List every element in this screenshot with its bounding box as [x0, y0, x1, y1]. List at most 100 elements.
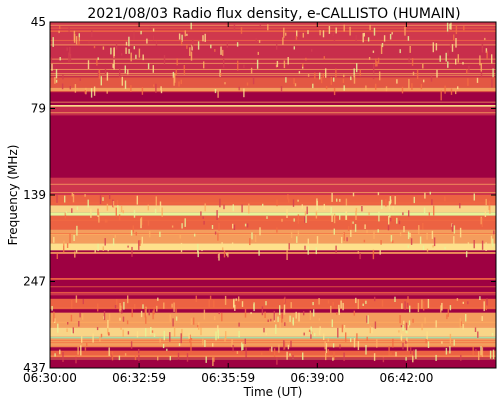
burst-speck — [481, 316, 483, 321]
burst-speck — [188, 333, 190, 339]
burst-speck — [492, 238, 494, 247]
burst-speck — [422, 63, 424, 69]
burst-speck — [357, 341, 360, 351]
burst-speck — [354, 224, 357, 232]
burst-speck — [121, 53, 123, 56]
burst-speck — [175, 308, 177, 313]
burst-speck — [279, 305, 281, 315]
burst-speck — [478, 351, 480, 361]
frequency-band — [50, 291, 496, 296]
frequency-band — [50, 336, 496, 339]
burst-speck — [489, 205, 491, 214]
burst-speck — [389, 34, 392, 40]
burst-speck — [376, 338, 378, 348]
burst-speck — [353, 68, 355, 78]
burst-speck — [69, 53, 72, 62]
burst-speck — [65, 211, 67, 215]
frequency-band — [50, 243, 496, 251]
burst-speck — [359, 253, 361, 260]
burst-speck — [407, 325, 410, 328]
burst-speck — [481, 347, 484, 357]
burst-speck — [117, 205, 119, 214]
burst-speck — [467, 242, 470, 247]
burst-speck — [197, 41, 200, 50]
burst-speck — [281, 313, 283, 323]
burst-speck — [57, 323, 59, 333]
burst-speck — [279, 317, 281, 328]
burst-speck — [491, 78, 493, 88]
burst-speck — [343, 232, 345, 241]
burst-speck — [390, 218, 392, 222]
burst-speck — [233, 298, 235, 307]
burst-speck — [390, 235, 393, 242]
burst-speck — [375, 83, 377, 90]
burst-speck — [355, 210, 357, 220]
burst-speck — [369, 24, 371, 31]
burst-speck — [307, 246, 309, 255]
burst-speck — [222, 49, 224, 56]
burst-speck — [212, 243, 214, 247]
burst-speck — [371, 327, 373, 334]
burst-speck — [473, 240, 475, 249]
burst-speck — [189, 334, 191, 343]
burst-speck — [132, 225, 134, 233]
burst-speck — [214, 89, 217, 94]
burst-speck — [68, 52, 70, 62]
burst-speck — [112, 64, 114, 68]
burst-speck — [474, 327, 477, 332]
burst-speck — [396, 217, 398, 224]
burst-speck — [399, 49, 401, 54]
thin-band — [50, 345, 496, 347]
burst-speck — [483, 301, 485, 312]
burst-speck — [120, 205, 123, 212]
burst-speck — [287, 194, 289, 200]
burst-speck — [62, 352, 64, 362]
burst-speck — [459, 203, 461, 209]
burst-speck — [462, 301, 464, 304]
burst-speck — [353, 338, 356, 348]
burst-speck — [175, 316, 178, 321]
burst-speck — [373, 64, 375, 74]
burst-speck — [221, 242, 223, 246]
burst-speck — [339, 215, 341, 220]
burst-speck — [77, 346, 79, 355]
burst-speck — [130, 85, 132, 92]
burst-speck — [413, 196, 415, 204]
burst-speck — [435, 43, 438, 51]
burst-speck — [181, 223, 183, 229]
burst-speck — [481, 218, 483, 228]
burst-speck — [172, 318, 174, 327]
burst-speck — [426, 331, 428, 340]
burst-speck — [453, 236, 455, 246]
burst-speck — [100, 76, 102, 86]
burst-speck — [216, 210, 218, 220]
burst-speck — [289, 353, 291, 356]
burst-speck — [59, 25, 61, 30]
burst-speck — [466, 251, 468, 254]
burst-speck — [481, 240, 484, 250]
burst-speck — [151, 330, 154, 333]
burst-speck — [368, 57, 371, 60]
burst-speck — [245, 347, 247, 358]
thin-band — [50, 292, 496, 294]
burst-speck — [173, 76, 175, 86]
burst-speck — [325, 343, 328, 353]
burst-speck — [74, 84, 77, 93]
burst-speck — [106, 203, 109, 211]
burst-speck — [405, 357, 407, 361]
burst-speck — [138, 349, 140, 354]
burst-speck — [431, 230, 434, 239]
burst-speck — [246, 223, 249, 228]
burst-speck — [373, 231, 375, 240]
burst-speck — [412, 355, 414, 363]
burst-speck — [307, 30, 309, 35]
x-tick-label: 06:39:00 — [290, 371, 344, 385]
burst-speck — [318, 330, 321, 336]
frequency-band — [50, 298, 496, 310]
thin-band — [50, 68, 496, 70]
burst-speck — [218, 311, 220, 315]
burst-speck — [447, 308, 449, 317]
burst-speck — [102, 197, 104, 201]
burst-speck — [387, 225, 390, 231]
burst-speck — [407, 231, 410, 240]
